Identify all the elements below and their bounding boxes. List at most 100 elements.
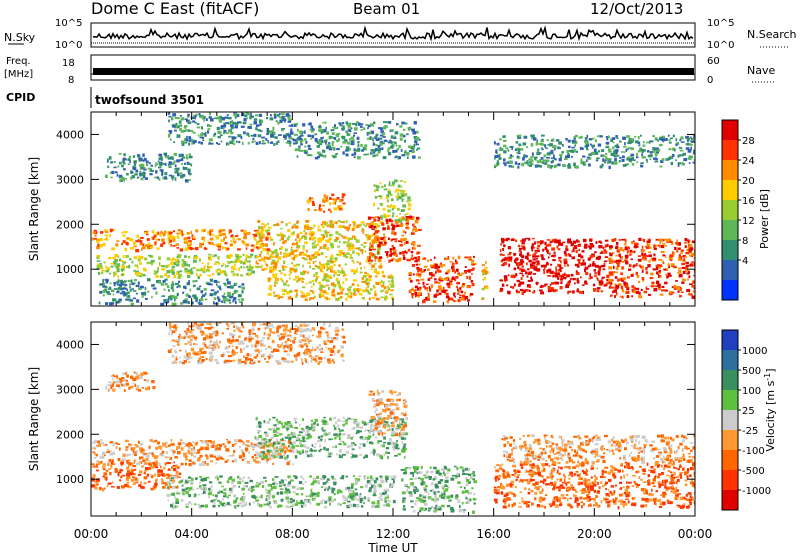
- colorbar-tick: -100: [742, 446, 765, 457]
- cpid-label: CPID: [6, 91, 35, 104]
- data-cluster: [501, 434, 695, 465]
- colorbar-swatch: [722, 200, 738, 220]
- velocity-panel: 1000 2000 3000 4000 Slant Range [km] 1000 50…: [27, 321, 777, 517]
- colorbar-swatch: [722, 390, 738, 410]
- time-tick-label: 20:00: [577, 527, 612, 541]
- data-cluster: [373, 179, 412, 223]
- nsky-strip: N.Sky 10^5 10^0 10^5 10^0 N.Search: [4, 18, 797, 51]
- freq-tick-bottom: 8: [68, 75, 74, 86]
- data-cluster: [493, 134, 695, 170]
- data-cluster: [292, 121, 421, 160]
- cpid-value: twofsound 3501: [95, 93, 204, 107]
- data-cluster: [408, 255, 477, 304]
- data-cluster: [96, 253, 258, 280]
- data-cluster: [368, 389, 408, 437]
- time-tick-label: 08:00: [275, 527, 310, 541]
- freq-tick-top: 18: [62, 58, 75, 69]
- data-cluster: [254, 219, 384, 272]
- velocity-data: [91, 322, 695, 514]
- y-tick-label: 2000: [56, 428, 84, 441]
- power-x-ticks: [90, 112, 696, 306]
- colorbar-swatch: [722, 450, 738, 470]
- beam-label: Beam 01: [353, 0, 420, 18]
- colorbar-tick: 25: [742, 406, 755, 417]
- colorbar-tick: 1000: [742, 346, 767, 357]
- colorbar-swatch: [722, 180, 738, 200]
- power-colorbar: 28 24 20 16 12 8 4: [721, 119, 755, 301]
- colorbar-swatch: [722, 430, 738, 450]
- data-cluster: [91, 438, 295, 467]
- data-cluster: [167, 112, 294, 147]
- colorbar-tick: 20: [742, 176, 755, 187]
- colorbar-swatch: [722, 240, 738, 260]
- colorbar-swatch: [722, 410, 738, 430]
- velocity-y-axis: 1000 2000 3000 4000: [56, 338, 695, 486]
- cpid-strip: CPID twofsound 3501: [6, 87, 204, 108]
- colorbar-tick: 4: [742, 256, 748, 267]
- colorbar-tick: -25: [742, 426, 758, 437]
- time-axis-label: Time UT: [367, 541, 418, 554]
- time-tick-label: 00:00: [74, 527, 109, 541]
- y-tick-label: 1000: [56, 473, 84, 486]
- y-tick-label: 3000: [56, 173, 84, 186]
- colorbar-swatch: [722, 370, 738, 390]
- nave-tick-bottom: 0: [707, 75, 713, 86]
- data-cluster: [400, 465, 478, 514]
- power-ylabel: Slant Range [km]: [27, 157, 41, 261]
- data-cluster: [367, 215, 422, 263]
- colorbar-tick: 12: [742, 216, 755, 227]
- data-cluster: [608, 237, 695, 299]
- colorbar-tick: 8: [742, 236, 748, 247]
- data-cluster: [167, 322, 346, 365]
- time-tick-label: 16:00: [476, 527, 511, 541]
- velocity-x-ticks: [90, 322, 696, 516]
- colorbar-tick: 100: [742, 386, 761, 397]
- colorbar-swatch: [722, 350, 738, 370]
- colorbar-tick: 16: [742, 196, 755, 207]
- nave-label: Nave: [747, 64, 775, 77]
- velocity-colorbar: 1000 500 100 25 -25 -100 -500 -1000: [721, 329, 771, 511]
- nsearch-tick-top: 10^5: [707, 18, 734, 29]
- power-panel: 1000 2000 3000 4000 Slant Range [km] 28 24 20…: [27, 111, 771, 307]
- data-cluster: [267, 269, 395, 301]
- colorbar-swatch: [722, 220, 738, 240]
- colorbar-tick: 28: [742, 136, 755, 147]
- y-tick-label: 1000: [56, 263, 84, 276]
- time-tick-label: 12:00: [376, 527, 411, 541]
- colorbar-swatch: [722, 140, 738, 160]
- nave-tick-top: 60: [707, 56, 720, 67]
- colorbar-swatch: [722, 470, 738, 490]
- nave-trace: [93, 68, 694, 75]
- data-cluster: [481, 261, 489, 300]
- data-cluster: [105, 371, 156, 392]
- colorbar-swatch: [722, 120, 738, 140]
- data-cluster: [166, 475, 397, 510]
- data-cluster: [306, 193, 346, 213]
- nsearch-label: N.Search: [747, 28, 797, 41]
- colorbar-tick: -500: [742, 466, 765, 477]
- nsky-trace: [92, 25, 694, 42]
- nsky-tick-bottom: 10^0: [55, 40, 82, 51]
- velocity-ylabel: Slant Range [km]: [27, 367, 41, 471]
- radar-title: Dome C East (fitACF): [91, 0, 259, 18]
- velocity-colorbar-label: Velocity [m s-1]: [763, 368, 777, 451]
- colorbar-swatch: [722, 330, 738, 350]
- colorbar-tick: 500: [742, 366, 761, 377]
- colorbar-swatch: [722, 260, 738, 280]
- data-cluster: [581, 461, 695, 510]
- time-axis: 00:00 04:00 08:00 12:00 16:00 20:00 00:00: [74, 527, 713, 541]
- power-data: [91, 112, 695, 306]
- y-tick-label: 4000: [56, 128, 84, 141]
- y-tick-label: 2000: [56, 218, 84, 231]
- time-tick-label: 04:00: [174, 527, 209, 541]
- colorbar-swatch: [722, 280, 738, 300]
- data-cluster: [499, 237, 611, 295]
- y-tick-label: 3000: [56, 383, 84, 396]
- colorbar-swatch: [722, 160, 738, 180]
- data-cluster: [98, 278, 246, 306]
- nsky-label: N.Sky: [4, 31, 36, 44]
- y-tick-label: 4000: [56, 338, 84, 351]
- data-cluster: [104, 152, 193, 183]
- data-cluster: [493, 461, 592, 509]
